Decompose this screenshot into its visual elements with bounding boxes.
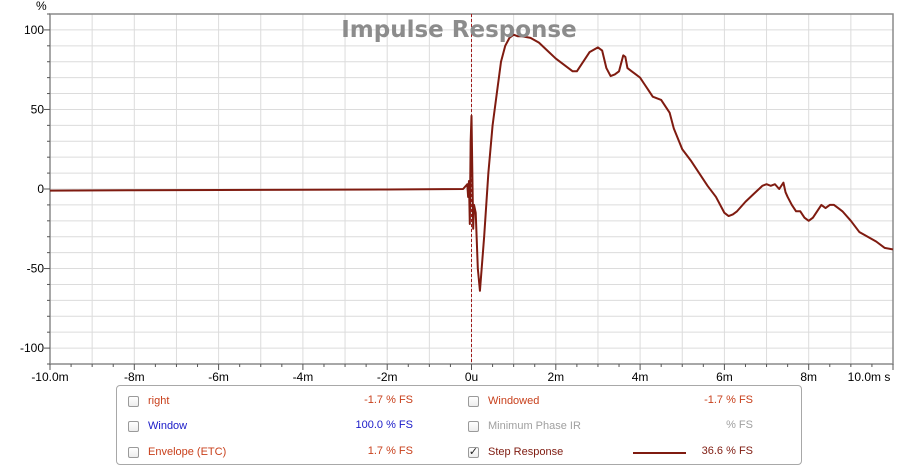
x-tick-label: 10.0m s [848, 370, 891, 384]
legend-item-step-response[interactable]: ✓ Step Response [468, 443, 563, 461]
legend-label-minimum-phase-ir: Minimum Phase IR [488, 420, 581, 432]
y-axis: 100 50 0 -50 -100 [20, 13, 50, 365]
legend-label-envelope: Envelope (ETC) [148, 446, 227, 458]
y-tick-label: 0 [37, 182, 44, 196]
checkbox-right[interactable] [128, 395, 139, 407]
legend-item-window[interactable]: Window [128, 417, 187, 435]
x-tick-label: -10.0m [31, 370, 68, 384]
x-axis: -10.0m -8m -6m -4m -2m 0u 2m 4m 6m 8m 10.0m s [31, 364, 894, 384]
legend-value-step-response: 36.6 % FS [701, 445, 753, 457]
x-tick-label: 0u [465, 370, 478, 384]
y-tick-label: -50 [27, 262, 45, 276]
y-tick-label: 100 [24, 23, 44, 37]
x-tick-label: 8m [800, 370, 817, 384]
legend-item-envelope[interactable]: Envelope (ETC) [128, 443, 226, 461]
legend-value-windowed: -1.7 % FS [704, 394, 753, 406]
legend-label-window: Window [148, 420, 188, 432]
checkbox-step-response[interactable]: ✓ [468, 445, 479, 458]
legend-label-step-response: Step Response [488, 446, 564, 458]
x-tick-label: -8m [124, 370, 145, 384]
x-tick-label: 2m [547, 370, 564, 384]
legend-item-windowed[interactable]: Windowed [468, 392, 539, 410]
step-response-line [49, 33, 894, 292]
x-tick-label: -2m [377, 370, 398, 384]
checkbox-window[interactable] [128, 420, 139, 432]
legend-item-minimum-phase-ir[interactable]: Minimum Phase IR [468, 417, 581, 435]
x-tick-label: 6m [716, 370, 733, 384]
checkbox-minimum-phase-ir[interactable] [468, 420, 479, 432]
legend-value-right: -1.7 % FS [364, 394, 413, 406]
x-tick-label: 4m [632, 370, 649, 384]
legend-label-right: right [148, 395, 170, 407]
y-tick-label: -100 [20, 341, 44, 355]
legend-value-envelope: 1.7 % FS [367, 445, 413, 457]
legend-value-minimum-phase-ir: % FS [726, 419, 753, 431]
chart-title: Impulse Response [341, 17, 576, 43]
x-tick-label: -6m [208, 370, 229, 384]
y-axis-unit: % [36, 0, 47, 13]
x-tick-label: -4m [293, 370, 314, 384]
legend-label-windowed: Windowed [488, 395, 540, 407]
legend-value-window: 100.0 % FS [355, 419, 413, 431]
legend-item-right[interactable]: right [128, 392, 169, 410]
legend-panel: right -1.7 % FS Window 100.0 % FS Envelo… [116, 385, 802, 465]
checkbox-windowed[interactable] [468, 395, 479, 407]
y-tick-label: 50 [31, 102, 45, 116]
checkbox-envelope[interactable] [128, 446, 139, 458]
step-response-swatch [633, 452, 686, 454]
